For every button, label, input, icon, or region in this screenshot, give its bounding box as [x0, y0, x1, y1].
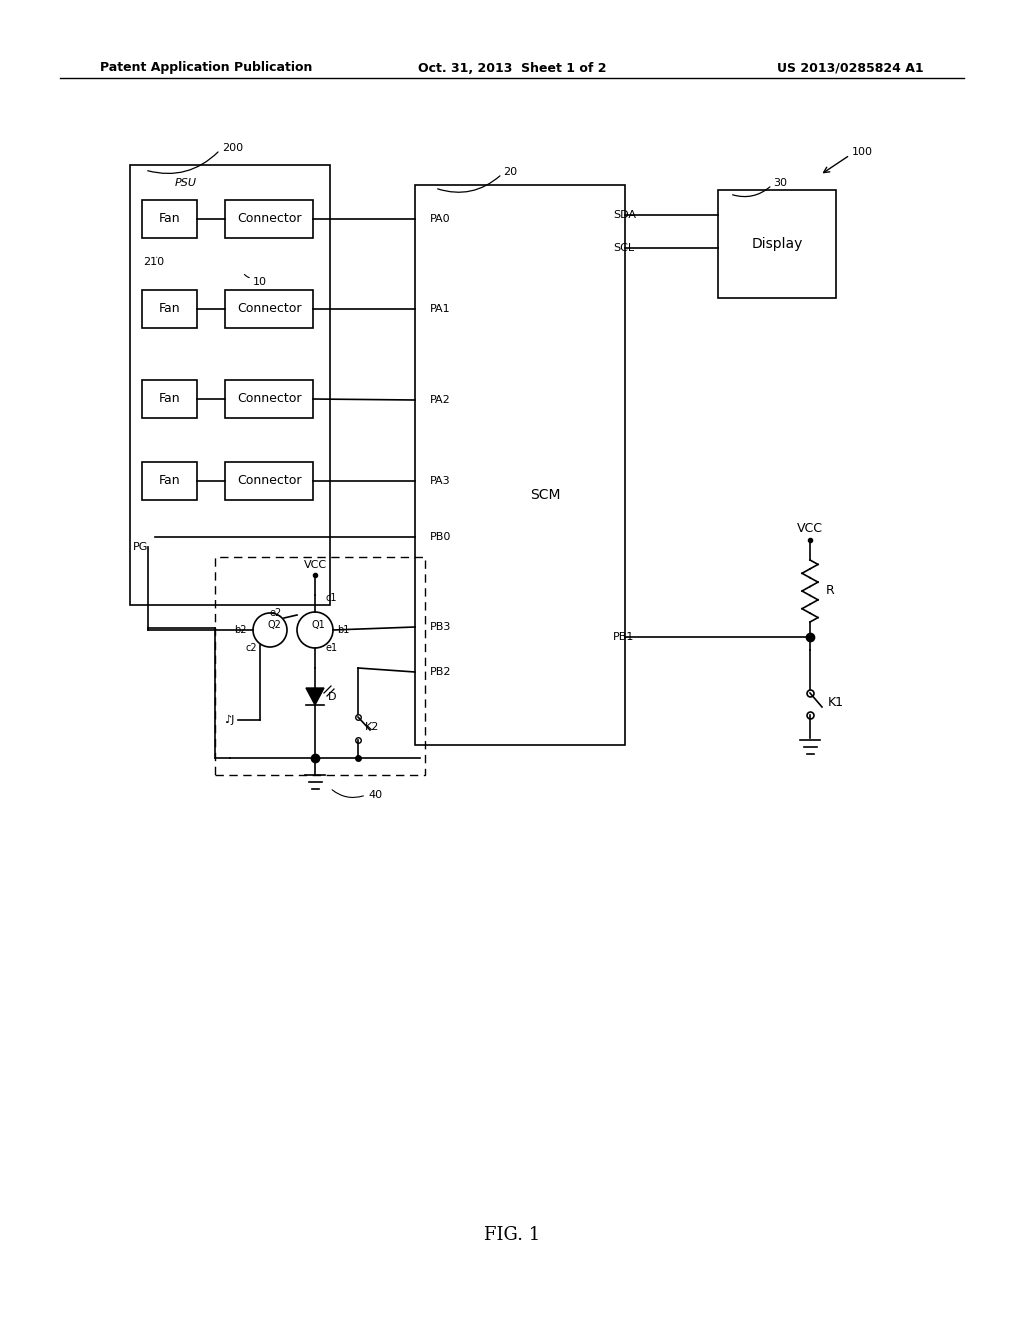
Text: Display: Display — [752, 238, 803, 251]
Text: ♪J: ♪J — [223, 715, 234, 725]
Text: Connector: Connector — [237, 392, 301, 405]
Text: 200: 200 — [222, 143, 243, 153]
Text: Oct. 31, 2013  Sheet 1 of 2: Oct. 31, 2013 Sheet 1 of 2 — [418, 62, 606, 74]
Text: SCL: SCL — [613, 243, 634, 253]
Text: PSU: PSU — [175, 178, 197, 187]
Text: Fan: Fan — [159, 392, 180, 405]
Bar — [718, 190, 836, 298]
Text: SDA: SDA — [613, 210, 636, 220]
Text: PA1: PA1 — [430, 304, 451, 314]
Text: PB0: PB0 — [430, 532, 452, 543]
Text: 10: 10 — [253, 277, 267, 286]
Text: Connector: Connector — [237, 213, 301, 226]
Text: US 2013/0285824 A1: US 2013/0285824 A1 — [777, 62, 924, 74]
Text: PA2: PA2 — [430, 395, 451, 405]
Text: 40: 40 — [368, 789, 382, 800]
Text: b2: b2 — [234, 624, 247, 635]
Bar — [225, 290, 313, 327]
Text: b1: b1 — [337, 624, 349, 635]
Text: Q2: Q2 — [268, 620, 282, 630]
Bar — [415, 185, 625, 744]
Text: VCC: VCC — [797, 521, 823, 535]
Text: 20: 20 — [503, 168, 517, 177]
Text: c2: c2 — [246, 643, 257, 653]
Text: PB2: PB2 — [430, 667, 452, 677]
Text: Patent Application Publication: Patent Application Publication — [100, 62, 312, 74]
Text: K2: K2 — [365, 722, 379, 733]
Text: FIG. 1: FIG. 1 — [484, 1226, 540, 1243]
Bar — [225, 201, 313, 238]
Polygon shape — [306, 688, 324, 705]
Text: R: R — [826, 583, 835, 597]
Text: K1: K1 — [828, 697, 844, 710]
Bar — [225, 462, 313, 500]
Text: Connector: Connector — [237, 302, 301, 315]
Bar — [215, 557, 425, 775]
Text: PA0: PA0 — [430, 214, 451, 224]
Bar — [130, 165, 330, 605]
Text: 30: 30 — [773, 178, 787, 187]
Text: Connector: Connector — [237, 474, 301, 487]
Text: 210: 210 — [143, 257, 164, 267]
Text: Q1: Q1 — [312, 620, 326, 630]
Bar — [142, 462, 197, 500]
Text: D: D — [328, 692, 337, 702]
Text: PG: PG — [133, 543, 148, 552]
Text: Fan: Fan — [159, 474, 180, 487]
Text: 100: 100 — [852, 147, 873, 157]
Bar — [142, 201, 197, 238]
Bar — [142, 380, 197, 418]
Text: PB3: PB3 — [430, 622, 452, 632]
Text: e2: e2 — [269, 609, 282, 618]
Text: VCC: VCC — [303, 560, 327, 570]
Text: SCM: SCM — [529, 488, 560, 502]
Text: Fan: Fan — [159, 302, 180, 315]
Bar — [142, 290, 197, 327]
Text: Fan: Fan — [159, 213, 180, 226]
Text: c1: c1 — [325, 593, 337, 603]
Text: e1: e1 — [326, 643, 338, 653]
Bar — [225, 380, 313, 418]
Text: PB1: PB1 — [613, 632, 635, 642]
Text: PA3: PA3 — [430, 477, 451, 486]
